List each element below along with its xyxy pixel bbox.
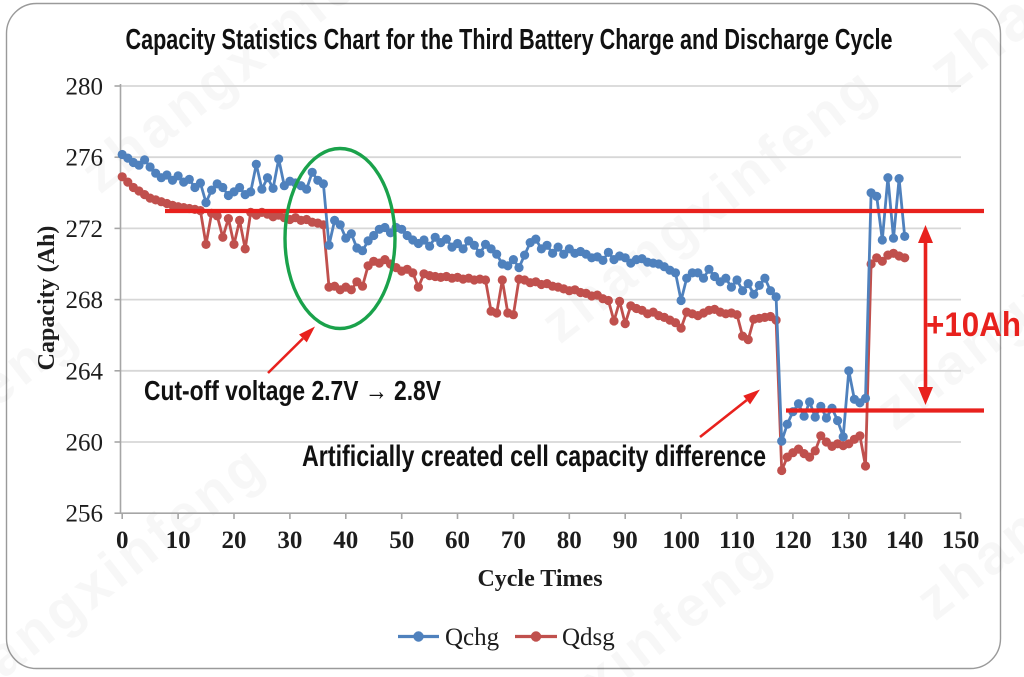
svg-text:Artificially created cell capa: Artificially created cell capacity diffe…	[302, 440, 766, 473]
svg-text:90: 90	[613, 527, 638, 554]
svg-text:256: 256	[66, 501, 104, 528]
svg-text:60: 60	[445, 527, 470, 554]
svg-text:280: 280	[66, 74, 104, 101]
svg-text:zhangxinfeng: zhangxinfeng	[914, 0, 1024, 106]
svg-text:zhangxinfeng: zhangxinfeng	[0, 431, 278, 677]
svg-text:100: 100	[662, 527, 700, 554]
svg-text:Cycle Times: Cycle Times	[477, 566, 602, 592]
svg-text:260: 260	[66, 430, 104, 457]
svg-text:110: 110	[719, 527, 755, 554]
svg-text:Qchg: Qchg	[445, 624, 500, 651]
svg-text:120: 120	[774, 527, 812, 554]
svg-text:30: 30	[277, 527, 302, 554]
svg-text:10: 10	[166, 527, 191, 554]
svg-text:Capacity (Ah): Capacity (Ah)	[34, 226, 60, 371]
svg-text:20: 20	[222, 527, 247, 554]
svg-text:40: 40	[333, 527, 358, 554]
svg-text:276: 276	[66, 145, 104, 172]
svg-text:Cut-off voltage 2.7V → 2.8V: Cut-off voltage 2.7V → 2.8V	[144, 375, 441, 406]
svg-text:268: 268	[66, 287, 104, 314]
svg-text:0: 0	[116, 527, 129, 554]
svg-text:Qdsg: Qdsg	[562, 624, 615, 651]
svg-text:130: 130	[830, 527, 868, 554]
svg-text:70: 70	[501, 527, 526, 554]
svg-text:272: 272	[66, 216, 104, 243]
svg-text:80: 80	[557, 527, 582, 554]
svg-text:140: 140	[886, 527, 924, 554]
svg-text:264: 264	[66, 358, 104, 385]
svg-text:Capacity Statistics Chart for: Capacity Statistics Chart for the Third …	[126, 24, 893, 56]
svg-text:150: 150	[942, 527, 980, 554]
svg-text:50: 50	[389, 527, 414, 554]
svg-text:+10Ah: +10Ah	[926, 306, 1021, 344]
